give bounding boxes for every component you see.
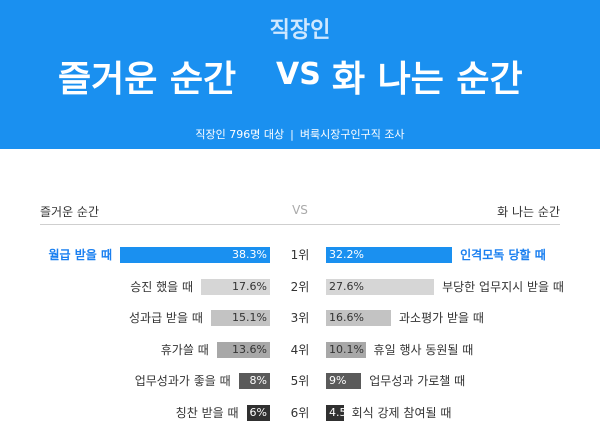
header-subtitle: 직장인 bbox=[269, 18, 331, 43]
left-bar bbox=[210, 310, 270, 326]
left-bar bbox=[120, 247, 270, 263]
right-bar bbox=[326, 278, 435, 295]
left-value-label: 8% bbox=[249, 374, 267, 387]
left-item-label: 업무성과가 좋을 때 bbox=[134, 374, 231, 388]
header-caption: 직장인 796명 대상 | 벼룩시장구인구직 조사 bbox=[0, 126, 600, 142]
header-divider bbox=[40, 224, 560, 225]
header-vs: VS bbox=[276, 57, 321, 92]
right-item-label: 휴일 행사 동원될 때 bbox=[373, 342, 474, 357]
left-item-label: 승진 했을 때 bbox=[130, 279, 194, 294]
right-value-label: 16.6% bbox=[329, 311, 364, 324]
right-value-label: 10.1% bbox=[329, 342, 364, 356]
left-item-label: 휴가쓸 때 bbox=[160, 342, 209, 357]
header-banner: 직장인 즐거운 순간 VS 화 나는 순간 직장인 796명 대상 | 벼룩시장구인… bbox=[0, 0, 600, 149]
rank-label: 2위 bbox=[290, 279, 310, 294]
rank-label: 1위 bbox=[290, 248, 310, 262]
right-value-label: 27.6% bbox=[329, 279, 364, 293]
left-bar bbox=[238, 373, 270, 389]
rank-label: 6위 bbox=[290, 405, 310, 420]
rank-label: 5위 bbox=[290, 374, 310, 388]
left-bar bbox=[246, 404, 270, 421]
right-bar bbox=[326, 310, 391, 326]
left-column-header: 즐거운 순간 bbox=[40, 205, 100, 219]
caption-right: 벼룩시장구인구직 조사 bbox=[299, 128, 405, 141]
left-value-label: 17.6% bbox=[232, 279, 267, 293]
right-value-label: 32.2% bbox=[329, 248, 364, 261]
rank-label: 4위 bbox=[290, 342, 310, 357]
right-item-label: 업무성과 가로챌 때 bbox=[369, 374, 466, 388]
left-value-label: 6% bbox=[249, 405, 267, 419]
left-value-label: 15.1% bbox=[232, 311, 267, 324]
right-bar bbox=[326, 404, 344, 421]
left-bar bbox=[216, 341, 270, 358]
right-bar bbox=[326, 341, 366, 358]
right-value-label: 4.5% bbox=[329, 405, 357, 419]
left-item-label: 성과급 받을 때 bbox=[129, 311, 203, 325]
right-item-label: 부당한 업무지시 받을 때 bbox=[442, 279, 564, 294]
right-value-label: 9% bbox=[329, 374, 347, 387]
left-item-label: 월급 받을 때 bbox=[48, 248, 112, 262]
left-value-label: 38.3% bbox=[232, 248, 267, 261]
rank-label: 3위 bbox=[290, 311, 310, 325]
caption-left: 직장인 796명 대상 bbox=[195, 128, 285, 141]
right-item-label: 인격모독 당할 때 bbox=[460, 248, 546, 262]
right-item-label: 회식 강제 참여될 때 bbox=[351, 405, 452, 420]
header-title-left: 즐거운 순간 bbox=[58, 59, 237, 100]
right-item-label: 과소평가 받을 때 bbox=[399, 311, 484, 325]
left-item-label: 칭찬 받을 때 bbox=[175, 405, 239, 420]
right-column-header: 화 나는 순간 bbox=[497, 205, 560, 219]
header-title-right: 화 나는 순간 bbox=[332, 59, 523, 100]
middle-column-header: VS bbox=[292, 203, 308, 217]
right-bar bbox=[326, 373, 362, 389]
right-bar bbox=[326, 247, 453, 263]
caption-separator: | bbox=[290, 128, 294, 141]
left-bar bbox=[201, 278, 270, 295]
left-value-label: 13.6% bbox=[232, 342, 267, 356]
